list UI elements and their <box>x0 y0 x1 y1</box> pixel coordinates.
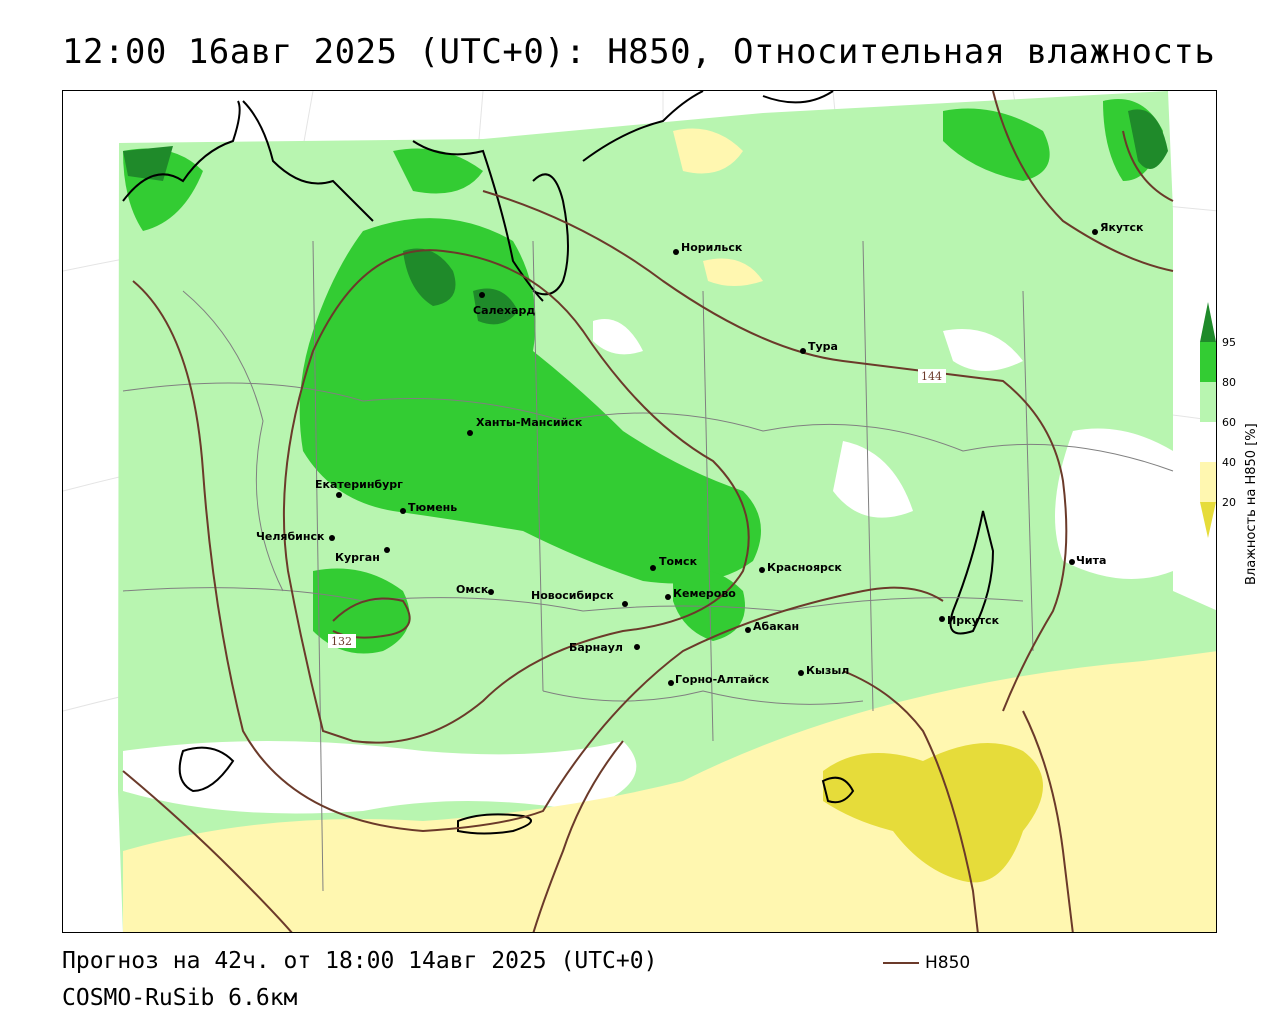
city-chelyabinsk: Челябинск <box>256 530 335 543</box>
svg-text:Екатеринбург: Екатеринбург <box>315 478 403 491</box>
city-omsk: Омск <box>456 583 494 596</box>
svg-text:Ханты-Мансийск: Ханты-Мансийск <box>476 416 583 429</box>
colorbar-swatches <box>1200 302 1216 538</box>
city-yekaterinburg: Екатеринбург <box>315 478 403 498</box>
humidity-colorbar: 95 80 60 40 20 <box>1200 300 1275 590</box>
city-abakan: Абакан <box>745 620 799 633</box>
humidity-80-95-area <box>123 99 1163 654</box>
city-barnaul: Барнаул <box>569 641 640 654</box>
svg-text:Норильск: Норильск <box>681 241 743 254</box>
model-name: COSMO-RuSib 6.6км <box>62 985 298 1011</box>
humidity-above-95-area <box>123 109 1168 325</box>
city-salekhard: Салехард <box>473 292 535 317</box>
svg-text:Курган: Курган <box>335 551 380 564</box>
svg-text:Кызыл: Кызыл <box>806 664 849 677</box>
city-krasnoyarsk: Красноярск <box>759 561 842 574</box>
svg-text:Тура: Тура <box>808 340 838 353</box>
svg-text:Омск: Омск <box>456 583 489 596</box>
h850-line-legend: H850 <box>883 953 970 973</box>
svg-text:Красноярск: Красноярск <box>767 561 842 574</box>
colorbar-tick-20: 20 <box>1222 496 1236 509</box>
city-tomsk: Томск <box>650 555 698 571</box>
city-kemerovo: Кемерово <box>665 587 736 600</box>
svg-text:Иркутск: Иркутск <box>947 614 1000 627</box>
forecast-map: 144 132 Якутск Норильск Салехард Тура <box>63 91 1216 932</box>
forecast-info: Прогноз на 42ч. от 18:00 14авг 2025 (UTC… <box>62 948 658 974</box>
h850-line-label: H850 <box>925 953 971 973</box>
svg-text:Чита: Чита <box>1076 554 1106 567</box>
colorbar-title: Влажность на H850 [%] <box>1244 423 1259 585</box>
city-novosibirsk: Новосибирск <box>531 589 628 607</box>
svg-text:Якутск: Якутск <box>1100 221 1144 234</box>
city-norilsk: Норильск <box>673 241 743 255</box>
city-chita: Чита <box>1069 554 1106 567</box>
svg-text:Абакан: Абакан <box>753 620 799 633</box>
svg-text:Горно-Алтайск: Горно-Алтайск <box>675 673 770 686</box>
svg-text:Новосибирск: Новосибирск <box>531 589 614 602</box>
h850-line-swatch <box>883 962 919 964</box>
colorbar-tick-60: 60 <box>1222 416 1236 429</box>
svg-text:Кемерово: Кемерово <box>673 587 736 600</box>
colorbar-below-20 <box>1200 502 1216 538</box>
svg-text:Томск: Томск <box>659 555 698 568</box>
colorbar-40-60 <box>1200 422 1216 462</box>
city-irkutsk: Иркутск <box>939 614 1000 627</box>
contour-labels: 144 132 <box>328 369 946 648</box>
city-yakutsk: Якутск <box>1092 221 1144 235</box>
city-tyumen: Тюмень <box>400 501 457 514</box>
map-frame: 144 132 Якутск Норильск Салехард Тура <box>62 90 1217 933</box>
city-khanty-mansiysk: Ханты-Мансийск <box>467 416 583 436</box>
colorbar-60-80 <box>1200 382 1216 422</box>
city-gorno-altaysk: Горно-Алтайск <box>668 673 770 686</box>
colorbar-above-95 <box>1200 302 1216 342</box>
humidity-below-20-area <box>823 743 1043 883</box>
cities: Якутск Норильск Салехард Тура Ханты-Манс… <box>256 221 1144 686</box>
coastlines <box>122 91 995 835</box>
city-tura: Тура <box>800 340 838 354</box>
humidity-40-60-area <box>123 319 1173 814</box>
contour-label-132: 132 <box>331 635 352 648</box>
admin-boundaries <box>122 240 1174 892</box>
colorbar-20-40 <box>1200 462 1216 502</box>
svg-text:Барнаул: Барнаул <box>569 641 623 654</box>
city-kurgan: Курган <box>335 547 390 564</box>
colorbar-tick-95: 95 <box>1222 336 1236 349</box>
map-title: 12:00 16авг 2025 (UTC+0): H850, Относите… <box>62 32 1216 72</box>
colorbar-tick-80: 80 <box>1222 376 1236 389</box>
contour-label-144: 144 <box>921 370 942 383</box>
svg-text:Салехард: Салехард <box>473 304 535 317</box>
city-kyzyl: Кызыл <box>798 664 849 677</box>
colorbar-80-95 <box>1200 342 1216 382</box>
colorbar-tick-40: 40 <box>1222 456 1236 469</box>
h850-contours <box>122 91 1174 932</box>
svg-text:Челябинск: Челябинск <box>256 530 325 543</box>
svg-text:Тюмень: Тюмень <box>408 501 457 514</box>
